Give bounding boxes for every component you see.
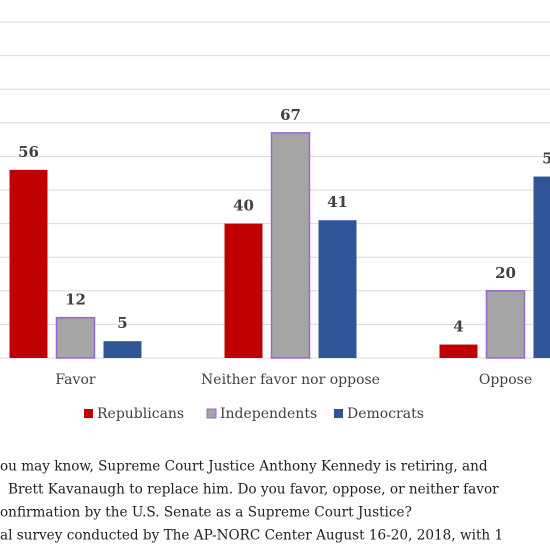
legend-swatch [334, 409, 343, 418]
value-label: 56 [18, 143, 39, 161]
legend-label: Republicans [97, 406, 184, 422]
bar [439, 344, 478, 358]
value-label: 20 [495, 264, 516, 282]
legend-label: Independents [220, 406, 317, 422]
bar [103, 341, 142, 358]
legend-swatch [84, 409, 93, 418]
legend-swatch [206, 408, 217, 419]
value-label: 54 [542, 150, 550, 168]
footnote: onfirmation by the U.S. Senate as a Supr… [0, 505, 412, 521]
bar [270, 132, 311, 359]
bar [485, 290, 526, 359]
bar [224, 223, 263, 358]
value-label: 12 [65, 291, 86, 309]
bar [55, 316, 96, 359]
value-label: 5 [117, 314, 127, 332]
footnote: ou may know, Supreme Court Justice Antho… [0, 459, 488, 475]
legend-label: Democrats [347, 406, 424, 422]
footnote: Brett Kavanaugh to replace him. Do you f… [8, 482, 499, 498]
x-tick-label: Neither favor nor oppose [201, 372, 380, 388]
bar [533, 176, 550, 358]
value-label: 41 [327, 193, 348, 211]
bar [318, 220, 357, 358]
x-tick-label: Oppose [479, 372, 532, 388]
value-label: 67 [280, 106, 301, 124]
x-tick-label: Favor [55, 372, 95, 388]
footnote: al survey conducted by The AP-NORC Cente… [0, 528, 503, 544]
value-label: 40 [233, 197, 254, 215]
bar [9, 169, 48, 358]
value-label: 4 [453, 318, 463, 336]
